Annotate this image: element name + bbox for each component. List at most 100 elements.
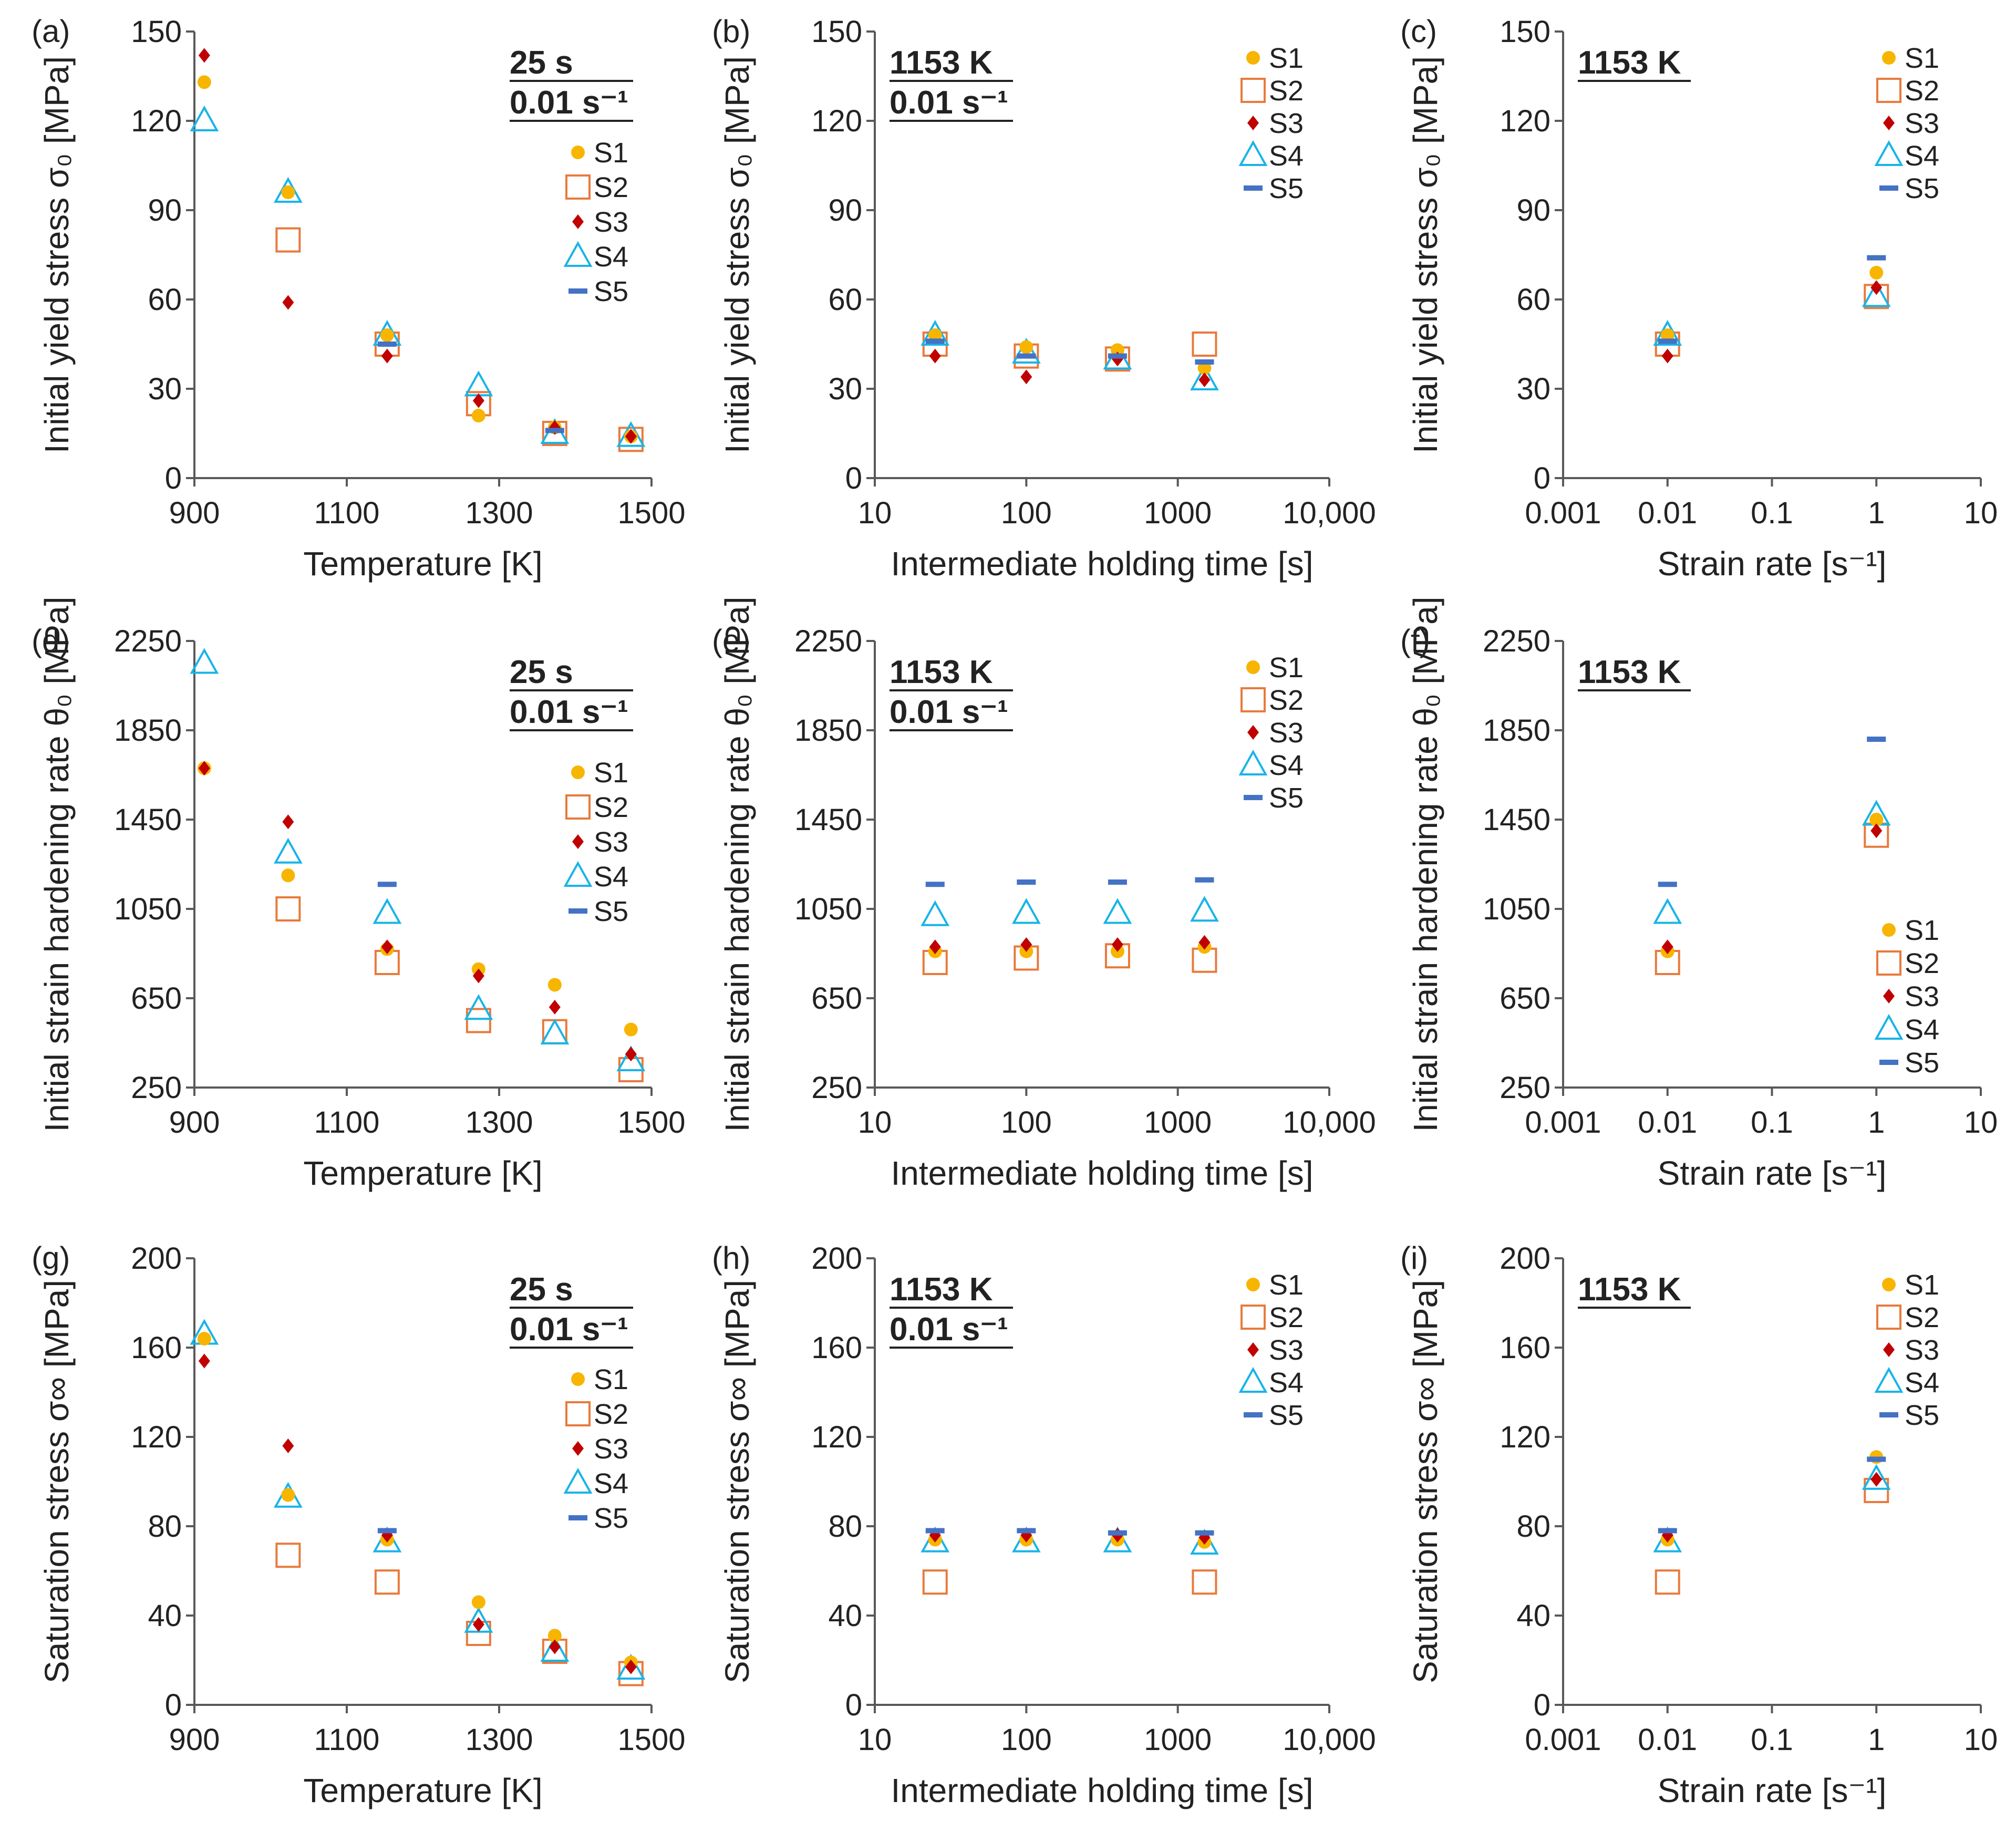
- x-axis-label: Temperature [K]: [303, 545, 542, 583]
- marker-S5: [1017, 879, 1036, 885]
- marker-S3: [625, 1659, 637, 1674]
- marker-S2: [565, 1401, 591, 1426]
- series-S5: [377, 882, 397, 887]
- legend-entry-S2: S2: [594, 172, 628, 203]
- marker-S5: [925, 1528, 945, 1534]
- marker-S3: [282, 1438, 294, 1453]
- y-tick-label: 2250: [1483, 624, 1550, 658]
- x-tick-label: 1100: [314, 1723, 380, 1757]
- y-tick-label: 250: [131, 1071, 182, 1105]
- marker-S2: [565, 794, 591, 820]
- marker-S4: [540, 1636, 570, 1662]
- y-tick-label: 60: [148, 283, 182, 317]
- marker-S2: [1876, 78, 1901, 103]
- y-tick-label: 40: [148, 1599, 182, 1633]
- marker-S5: [568, 288, 587, 294]
- marker-S2: [1240, 687, 1266, 712]
- x-tick-label: 1: [1868, 1105, 1885, 1140]
- y-tick-label: 1850: [794, 713, 862, 748]
- legend-entry-S3: S3: [1269, 717, 1304, 749]
- y-tick-label: 200: [131, 1241, 182, 1276]
- series-S1: [928, 328, 1212, 375]
- y-tick-label: 150: [131, 15, 182, 49]
- y-axis-label: Initial yield stress σ₀ [MPa]: [38, 56, 76, 453]
- series-S1: [928, 1533, 1212, 1549]
- series-S5: [377, 341, 564, 433]
- marker-S2: [275, 227, 301, 253]
- marker-S5: [377, 341, 397, 347]
- x-tick-label: 1300: [465, 496, 533, 530]
- x-tick-label: 10,000: [1283, 496, 1376, 530]
- marker-S1: [1882, 1278, 1896, 1291]
- marker-S5: [1195, 1530, 1214, 1536]
- marker-S3: [625, 429, 637, 444]
- legend-entry-S1: S1: [594, 757, 628, 789]
- marker-S3: [929, 348, 941, 364]
- y-tick-label: 0: [165, 1688, 182, 1722]
- marker-S4: [563, 241, 593, 267]
- panel-b: 0 30 60 90 120 150 10 100 1000 10,000 Intermediate…: [712, 14, 1376, 583]
- legend-entry-S1: S1: [594, 1364, 628, 1395]
- legend-entry-S3: S3: [1905, 981, 1939, 1012]
- legend-entry-S4: S4: [594, 241, 628, 273]
- y-tick-label: 120: [811, 104, 862, 138]
- marker-S5: [1195, 877, 1214, 883]
- y-tick-label: 1450: [1483, 803, 1550, 837]
- marker-S5: [1867, 737, 1886, 742]
- y-tick-label: 1050: [794, 892, 862, 926]
- marker-S5: [925, 882, 945, 887]
- marker-S5: [1658, 338, 1677, 344]
- x-axis-label: Strain rate [s⁻¹]: [1658, 1154, 1887, 1192]
- y-tick-label: 0: [845, 461, 862, 495]
- legend-entry-S5: S5: [1905, 1400, 1939, 1431]
- x-axis-label: Intermediate holding time [s]: [891, 1772, 1314, 1809]
- marker-S4: [616, 1653, 646, 1680]
- x-tick-label: 100: [1001, 1105, 1052, 1140]
- legend-entry-S2: S2: [1269, 75, 1304, 107]
- x-axis-label: Strain rate [s⁻¹]: [1658, 545, 1887, 583]
- x-tick-label: 10: [1964, 1723, 1998, 1757]
- marker-S5: [925, 338, 945, 344]
- marker-S1: [281, 868, 295, 883]
- x-tick-label: 0.1: [1751, 1723, 1793, 1757]
- legend-entry-S3: S3: [1269, 1334, 1304, 1366]
- series-S3: [1661, 1472, 1883, 1543]
- legend-entry-S4: S4: [1269, 1367, 1304, 1399]
- marker-S4: [1238, 749, 1268, 775]
- marker-S5: [1879, 1060, 1898, 1065]
- marker-S3: [1870, 823, 1883, 839]
- marker-S5: [1108, 1530, 1127, 1536]
- y-tick-label: 1850: [1483, 713, 1550, 748]
- marker-S4: [1874, 140, 1904, 166]
- marker-S2: [275, 1543, 301, 1568]
- marker-S3: [549, 1000, 561, 1015]
- y-tick-label: 90: [828, 193, 862, 227]
- marker-S3: [1247, 725, 1259, 740]
- legend-entry-S5: S5: [1269, 173, 1304, 204]
- marker-S2: [275, 896, 301, 922]
- marker-S5: [1108, 353, 1127, 359]
- marker-S5: [1017, 353, 1036, 359]
- panel-h: 0 40 80 120 160 200 10 100 1000 10,000 Intermediat…: [712, 1240, 1376, 1809]
- y-tick-label: 30: [828, 372, 862, 406]
- y-tick-label: 60: [1516, 283, 1550, 317]
- legend-entry-S3: S3: [1905, 108, 1939, 139]
- marker-S3: [282, 814, 294, 830]
- marker-S2: [1240, 78, 1266, 103]
- marker-S3: [1247, 116, 1259, 130]
- y-tick-label: 30: [148, 372, 182, 406]
- legend-entry-S1: S1: [594, 137, 628, 169]
- legend-entry-S2: S2: [1269, 1302, 1304, 1333]
- x-axis-label: Temperature [K]: [303, 1772, 542, 1809]
- marker-S2: [565, 174, 591, 200]
- marker-S2: [1240, 1305, 1266, 1330]
- marker-S5: [1658, 1528, 1677, 1534]
- marker-S3: [1883, 989, 1895, 1003]
- marker-S1: [197, 75, 211, 89]
- x-axis-label: Intermediate holding time [s]: [891, 545, 1314, 583]
- series-S2: [922, 1569, 1217, 1595]
- series-S2: [1655, 822, 1889, 975]
